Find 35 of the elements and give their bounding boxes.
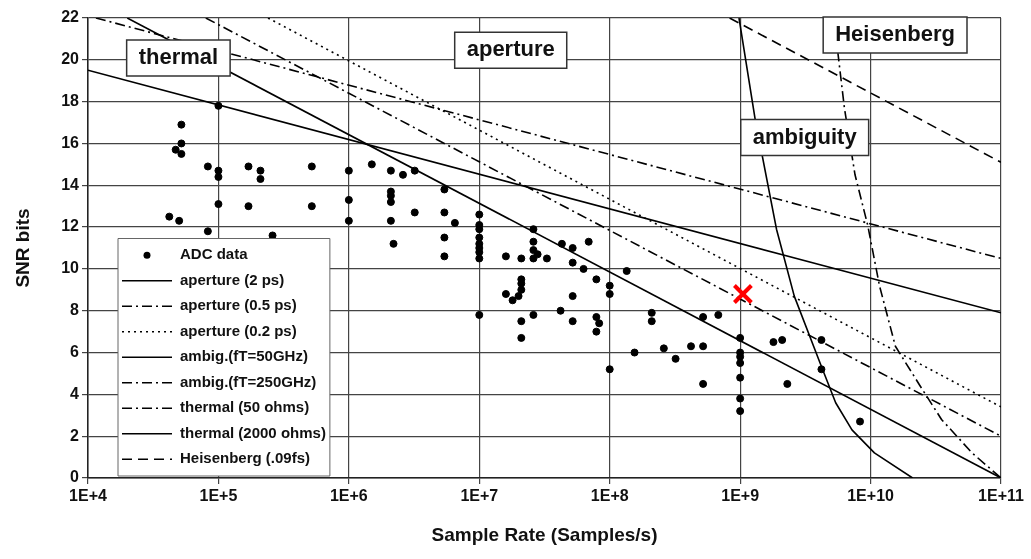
legend-label: aperture (0.5 ps) (180, 296, 297, 314)
x-tick-label: 1E+9 (721, 487, 760, 505)
x-tick-label: 1E+4 (69, 487, 108, 505)
y-tick-label: 18 (61, 92, 80, 110)
legend-label: ambig.(fT=250GHz) (180, 372, 317, 390)
x-tick-label: 1E+8 (590, 487, 629, 505)
x-tick-label: 1E+5 (199, 487, 238, 505)
legend-label: aperture (2 ps) (180, 270, 285, 288)
y-tick-label: 0 (70, 468, 80, 486)
x-axis-title: Sample Rate (Samples/s) (431, 523, 658, 545)
x-tick-label: 1E+7 (460, 487, 499, 505)
y-tick-label: 20 (61, 50, 80, 68)
annotation: aperture (466, 36, 555, 62)
annotation: thermal (138, 44, 219, 70)
y-tick-label: 4 (70, 384, 80, 402)
y-tick-label: 22 (61, 8, 80, 26)
legend-label: aperture (0.2 ps) (180, 321, 297, 339)
y-tick-label: 12 (61, 217, 80, 235)
y-tick-label: 6 (70, 342, 80, 360)
annotation: Heisenberg (835, 21, 956, 47)
legend-label: ADC data (180, 245, 249, 263)
y-tick-label: 2 (70, 426, 80, 444)
legend-label: thermal (2000 ohms) (180, 423, 326, 441)
x-tick-label: 1E+6 (329, 487, 368, 505)
y-tick-label: 10 (61, 259, 80, 277)
legend-label: thermal (50 ohms) (180, 398, 310, 416)
y-axis-title: SNR bits (11, 208, 33, 288)
legend-label: Heisenberg (.09fs) (180, 449, 311, 467)
x-tick-label: 1E+11 (978, 487, 1025, 505)
y-tick-label: 16 (61, 133, 80, 151)
annotation: ambiguity (752, 123, 858, 149)
y-tick-label: 8 (70, 301, 80, 319)
x-tick-label: 1E+10 (847, 487, 895, 505)
legend-label: ambig.(fT=50GHz) (180, 347, 308, 365)
y-tick-label: 14 (61, 175, 80, 193)
